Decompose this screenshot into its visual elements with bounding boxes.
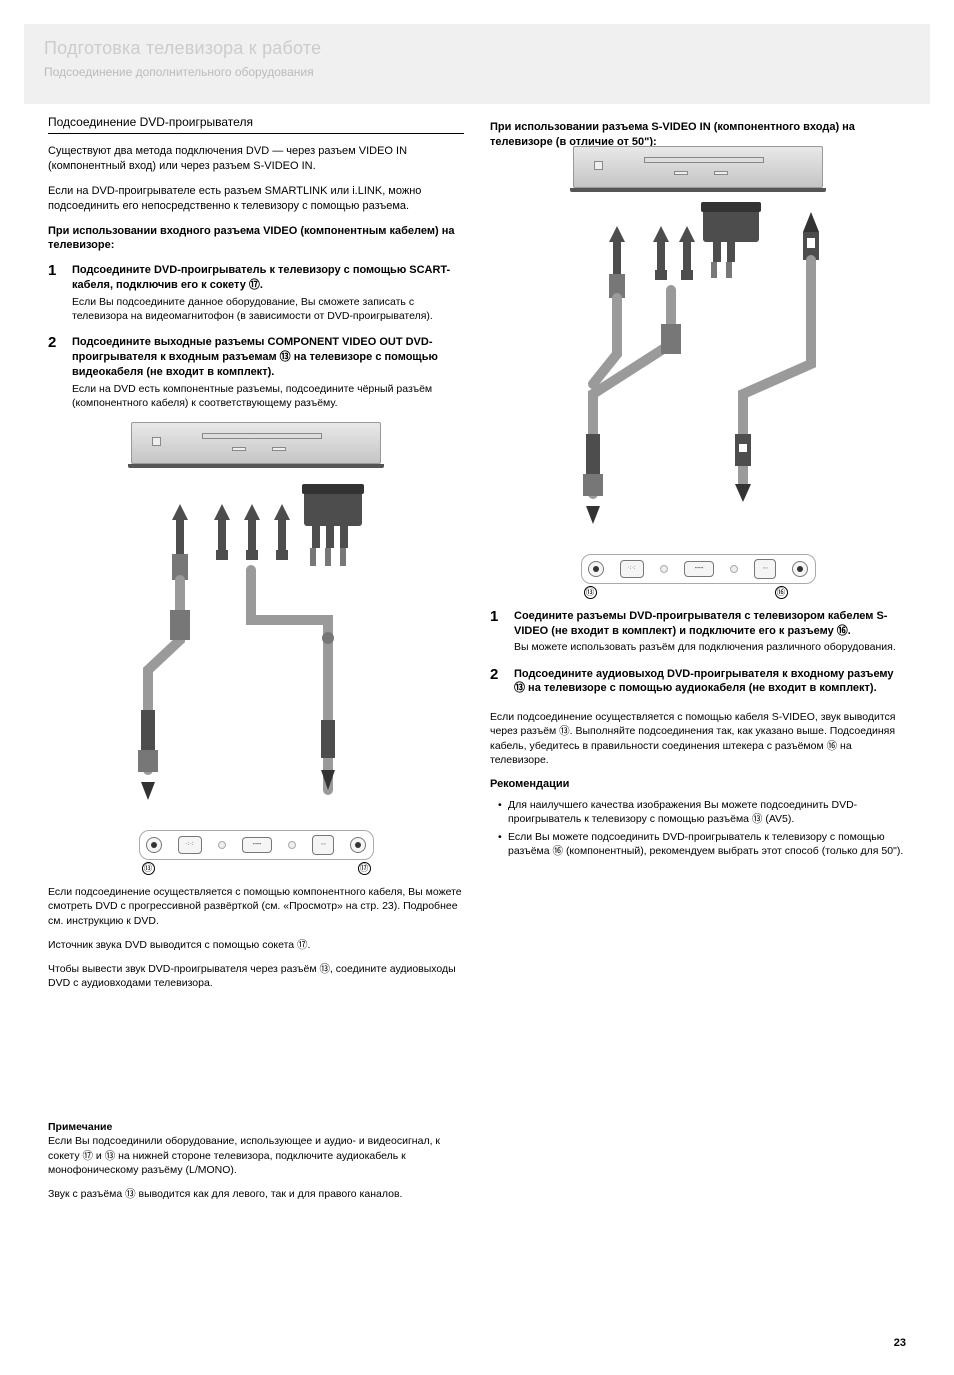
step-number-icon: 1 <box>490 609 504 655</box>
step-b2-title-text: Подсоедините аудиовыход DVD-проигрывател… <box>514 668 894 695</box>
step-a1-title: Подсоедините DVD-проигрыватель к телевиз… <box>72 263 464 293</box>
footnote-p2: Звук с разъёма ⑬ выводится как для левог… <box>48 1187 464 1201</box>
audio-jack-port-icon <box>146 837 162 853</box>
diagram-a: ⁖⁖ ┅┅ ◦◦ ⑬ ⑰ <box>48 422 464 875</box>
step-b2-title: Подсоедините аудиовыход DVD-проигрывател… <box>514 667 906 697</box>
dvd-device-icon <box>131 422 381 464</box>
dvd-device-icon <box>573 146 823 188</box>
ref-circ-13-icon: ⑬ <box>584 586 597 599</box>
vga-port-icon: ┅┅ <box>684 561 714 577</box>
step-b1: 1 Соедините разъемы DVD-проигрывателя с … <box>490 609 906 655</box>
step-a1: 1 Подсоедините DVD-проигрыватель к телев… <box>48 263 464 323</box>
note-b-intro: Если подсоединение осуществляется с помо… <box>490 710 906 767</box>
screw-icon <box>288 841 296 849</box>
port-strip-a: ⁖⁖ ┅┅ ◦◦ ⑬ ⑰ <box>139 830 374 875</box>
din-port-icon: ⁖⁖ <box>620 560 644 578</box>
page-header: Подготовка телевизора к работе Подсоедин… <box>24 24 930 104</box>
step-a2-title-text: Подсоедините выходные разъемы COMPONENT … <box>72 336 438 378</box>
step-a1-sub: Если Вы подсоедините данное оборудование… <box>72 295 464 323</box>
step-b1-title: Соедините разъемы DVD-проигрывателя с те… <box>514 609 906 639</box>
screw-icon <box>660 565 668 573</box>
footnote-label: Примечание <box>48 1121 112 1133</box>
right-column: При использовании разъема S-VIDEO IN (ко… <box>490 114 906 1201</box>
svideo-port-icon: ◦◦ <box>312 835 334 855</box>
intro-1: Существуют два метода подключения DVD — … <box>48 144 464 174</box>
footnote-block: Примечание Если Вы подсоединили оборудов… <box>48 1120 464 1201</box>
rec-item: Если Вы можете подсоединить DVD-проигрыв… <box>498 830 906 858</box>
note-a-p2: Источник звука DVD выводится с помощью с… <box>48 938 464 952</box>
vga-port-icon: ┅┅ <box>242 837 272 853</box>
step-number-icon: 2 <box>490 667 504 699</box>
header-subtitle: Подсоединение дополнительного оборудован… <box>44 64 910 80</box>
step-b1-sub: Вы можете использовать разъём для подклю… <box>514 640 906 654</box>
step-a2: 2 Подсоедините выходные разъемы COMPONEN… <box>48 335 464 410</box>
step-b1-title-text: Соедините разъемы DVD-проигрывателя с те… <box>514 610 887 637</box>
ref-circ-13-icon: ⑬ <box>142 862 155 875</box>
left-column: Подсоединение DVD-проигрывателя Существу… <box>48 114 464 1201</box>
note-a-p3: Чтобы вывести звук DVD-проигрывателя чер… <box>48 962 464 990</box>
step-b2: 2 Подсоедините аудиовыход DVD-проигрыват… <box>490 667 906 699</box>
intro-2: Если на DVD-проигрывателе есть разъем SM… <box>48 184 464 214</box>
header-title: Подготовка телевизора к работе <box>44 36 910 60</box>
cable-diagram-a-icon <box>126 470 386 830</box>
cable-diagram-b-icon <box>553 194 843 554</box>
audio-jack-port-icon <box>588 561 604 577</box>
footnote-p1: Если Вы подсоединили оборудование, испол… <box>48 1134 464 1177</box>
diagram-b: ⁖⁖ ┅┅ ◦◦ ⑬ ⑯ <box>490 146 906 599</box>
section-heading: Подсоединение DVD-проигрывателя <box>48 114 464 134</box>
screw-icon <box>730 565 738 573</box>
rec-title: Рекомендации <box>490 778 569 790</box>
ref-circ-17-icon: ⑰ <box>358 862 371 875</box>
port-strip-b: ⁖⁖ ┅┅ ◦◦ ⑬ ⑯ <box>581 554 816 599</box>
note-a-lead: Если подсоединение осуществляется с помо… <box>48 885 464 928</box>
video-jack-port-icon <box>792 561 808 577</box>
ref-circ-16-icon: ⑯ <box>775 586 788 599</box>
screw-icon <box>218 841 226 849</box>
step-a2-sub: Если на DVD есть компонентные разъемы, п… <box>72 382 464 410</box>
rec-item: Для наилучшего качества изображения Вы м… <box>498 798 906 826</box>
page-number: 23 <box>894 1336 906 1351</box>
din-port-icon: ⁖⁖ <box>178 836 202 854</box>
type-a-label: При использовании входного разъема VIDEO… <box>48 224 464 254</box>
step-number-icon: 2 <box>48 335 62 410</box>
svideo-port-icon: ◦◦ <box>754 559 776 579</box>
video-jack-port-icon <box>350 837 366 853</box>
recommendations: Рекомендации Для наилучшего качества изо… <box>490 777 906 859</box>
step-number-icon: 1 <box>48 263 62 323</box>
step-a1-title-text: Подсоедините DVD-проигрыватель к телевиз… <box>72 264 450 291</box>
step-a2-title: Подсоедините выходные разъемы COMPONENT … <box>72 335 464 380</box>
